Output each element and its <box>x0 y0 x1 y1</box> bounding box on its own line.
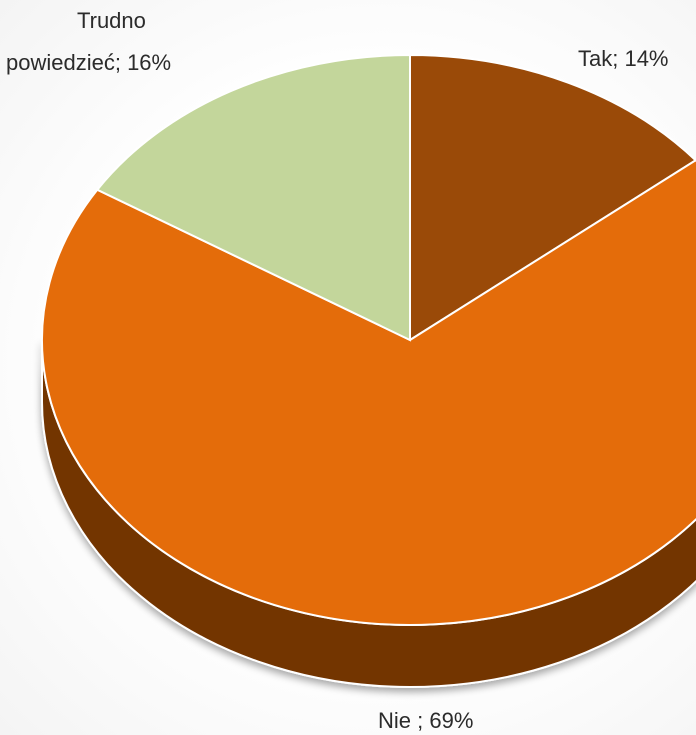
data-label-trudno-line-2: powiedzieć; 16% <box>6 50 171 75</box>
data-label-trudno-powiedziec: Trudno powiedzieć; 16% <box>6 8 171 75</box>
data-label-trudno-line-1: Trudno <box>77 8 146 33</box>
pie-slice-trudno-powiedziec <box>95 53 411 342</box>
pie-slice-tak <box>409 53 696 342</box>
data-label-nie: Nie ; 69% <box>378 708 473 733</box>
pie-slice-nie <box>41 159 696 626</box>
data-label-tak: Tak; 14% <box>578 46 669 71</box>
